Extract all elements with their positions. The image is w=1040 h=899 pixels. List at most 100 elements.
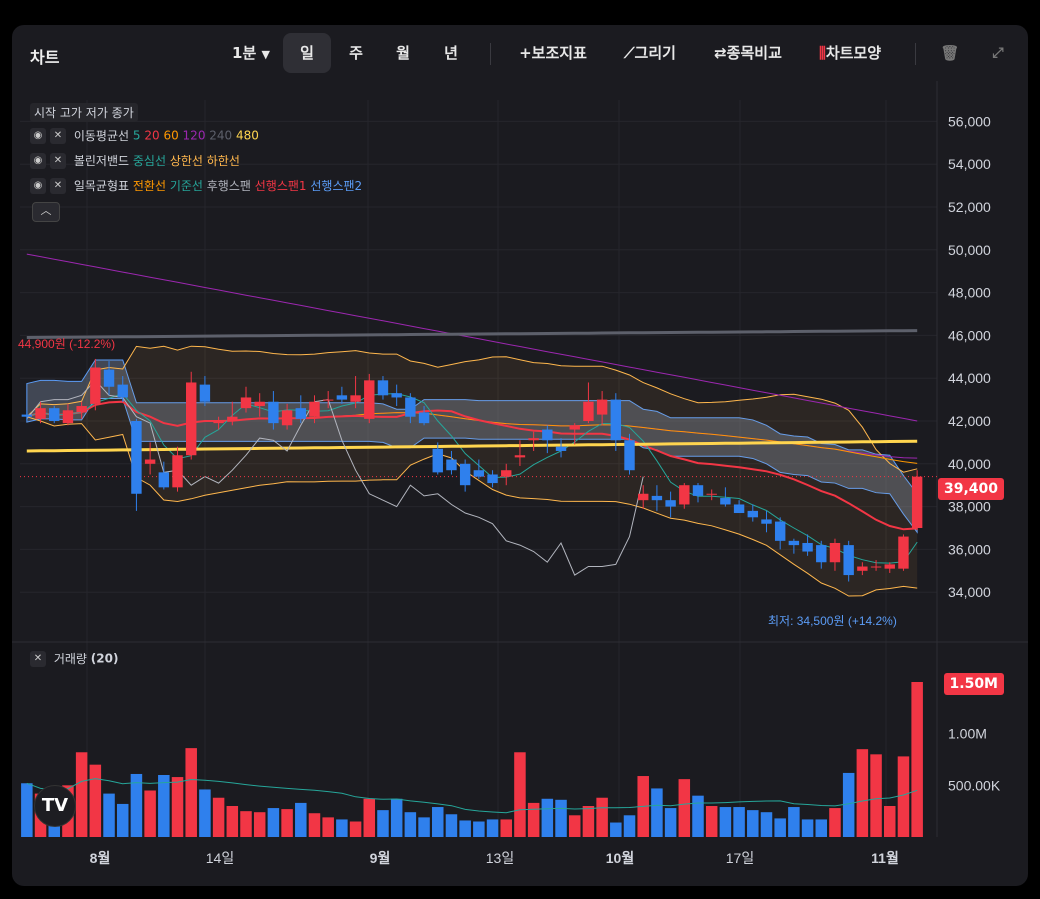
- tradingview-logo[interactable]: TV: [34, 785, 76, 827]
- x-tick-label: 13일: [486, 850, 514, 866]
- volume-bar: [842, 772, 855, 837]
- eye-off-icon[interactable]: ◉: [30, 177, 46, 194]
- volume-bar: [473, 821, 485, 837]
- candle-body: [706, 493, 717, 495]
- volume-bar: [199, 789, 211, 837]
- volume-bar: [733, 807, 745, 837]
- expand-icon[interactable]: ⤢: [992, 45, 1004, 61]
- volume-bar: [719, 807, 732, 837]
- volume-bar: [870, 754, 882, 837]
- volume-bar: [747, 810, 759, 837]
- y-tick-label: 56,000: [948, 113, 991, 129]
- close-icon[interactable]: ✕: [50, 152, 66, 169]
- close-icon[interactable]: ✕: [50, 177, 66, 194]
- ich-lagging: 후행스팬: [206, 179, 251, 193]
- draw-button[interactable]: ⟋그리기: [624, 44, 676, 62]
- volume-bar: [527, 802, 540, 837]
- close-icon[interactable]: ✕: [30, 650, 46, 667]
- candle-body: [103, 369, 115, 387]
- toolbar-divider: [915, 43, 916, 65]
- volume-bar: [610, 822, 622, 837]
- tab-year[interactable]: 년: [444, 44, 458, 62]
- candle-body: [62, 410, 74, 424]
- price-chart[interactable]: 56,000 54,000 52,000 50,000 48,000 46,000 44,0…: [12, 25, 1028, 886]
- volume-bar: [788, 807, 800, 837]
- candle-body: [911, 476, 923, 528]
- volume-bar: [856, 749, 869, 837]
- toolbar-divider: [490, 43, 491, 65]
- volume-bar: [185, 748, 197, 837]
- candle-body: [720, 498, 731, 505]
- candle-body: [131, 421, 142, 494]
- x-tick-label: 10월: [606, 850, 634, 866]
- interval-selector[interactable]: 1분 ▼: [226, 33, 276, 73]
- candle-body: [117, 384, 128, 398]
- volume-ma-line: [26, 778, 918, 814]
- volume-bar: [651, 788, 663, 837]
- eye-off-icon[interactable]: ◉: [30, 152, 46, 169]
- candle-body: [49, 408, 60, 421]
- volume-bar: [322, 817, 334, 837]
- volume-bar: [130, 773, 143, 837]
- volume-bar: [705, 806, 718, 837]
- chart-panel: 차트 1분 ▼ 일 주 월 년 +보조지표 ⟋그리기 ⇄종목비교 ⫼차트모양 🗑…: [12, 25, 1028, 886]
- candle-body: [432, 448, 443, 473]
- ma-legend-label: 이동평균선: [73, 129, 130, 143]
- tab-week[interactable]: 주: [349, 44, 363, 62]
- ma20-line: [26, 400, 918, 531]
- bollinger-lower: [26, 416, 918, 597]
- x-tick-label: 9월: [370, 850, 391, 866]
- volume-bar: [596, 797, 608, 837]
- y-tick-label: 50,000: [948, 242, 991, 258]
- ich-span2: 선행스팬2: [310, 179, 363, 193]
- bb-center: 중심선: [132, 154, 166, 168]
- candle-body: [446, 459, 457, 471]
- volume-bar: [390, 798, 403, 837]
- volume-legend: ✕ 거래량 (20): [30, 650, 118, 667]
- volume-bar: [829, 808, 841, 837]
- candle-body: [829, 542, 841, 563]
- volume-bar: [103, 793, 115, 837]
- compare-button[interactable]: ⇄종목비교: [714, 44, 782, 62]
- candle-body: [569, 425, 580, 430]
- ichimoku-legend-label: 일목균형표: [73, 179, 130, 193]
- candle-body: [487, 474, 498, 484]
- volume-bar: [144, 790, 156, 837]
- candle-body: [377, 380, 389, 396]
- volume-tick-label: 1.00M: [948, 726, 987, 742]
- candle-body: [158, 472, 170, 488]
- close-icon[interactable]: ✕: [50, 127, 66, 144]
- candle-body: [542, 429, 553, 441]
- x-tick-label: 8월: [90, 850, 111, 866]
- volume-bar: [514, 752, 526, 837]
- volume-bar: [897, 756, 910, 837]
- candle-body: [90, 367, 101, 404]
- y-tick-label: 44,000: [948, 370, 991, 386]
- candle-body: [651, 495, 663, 501]
- candle-body: [405, 397, 416, 417]
- x-tick-label: 14일: [206, 850, 234, 866]
- candle-body: [583, 401, 594, 421]
- volume-bar: [815, 819, 828, 837]
- chevron-down-icon: ▼: [261, 48, 270, 61]
- indicators-button[interactable]: +보조지표: [519, 44, 587, 62]
- candle-body: [788, 540, 800, 546]
- candle-body: [21, 414, 33, 417]
- y-tick-label: 36,000: [948, 541, 991, 557]
- y-tick-label: 38,000: [948, 499, 991, 515]
- y-tick-label: 46,000: [948, 327, 991, 343]
- volume-bar: [664, 808, 677, 837]
- trash-icon[interactable]: 🗑: [940, 44, 960, 62]
- collapse-legend-button[interactable]: ︿: [32, 202, 60, 222]
- ma-period-60: 60: [163, 128, 179, 143]
- tab-month[interactable]: 월: [396, 44, 410, 62]
- eye-off-icon[interactable]: ◉: [30, 127, 46, 144]
- ma-legend: ◉ ✕ 이동평균선 5 20 60 120 240 480: [30, 127, 259, 144]
- last-price-badge: 39,400: [937, 478, 1004, 500]
- bollinger-fill: [26, 346, 918, 597]
- candle-body: [884, 564, 895, 569]
- candle-body: [199, 384, 211, 402]
- tab-day[interactable]: 일: [283, 33, 331, 73]
- chart-type-button[interactable]: ⫼차트모양: [810, 33, 890, 73]
- panel-title: 차트: [30, 48, 60, 67]
